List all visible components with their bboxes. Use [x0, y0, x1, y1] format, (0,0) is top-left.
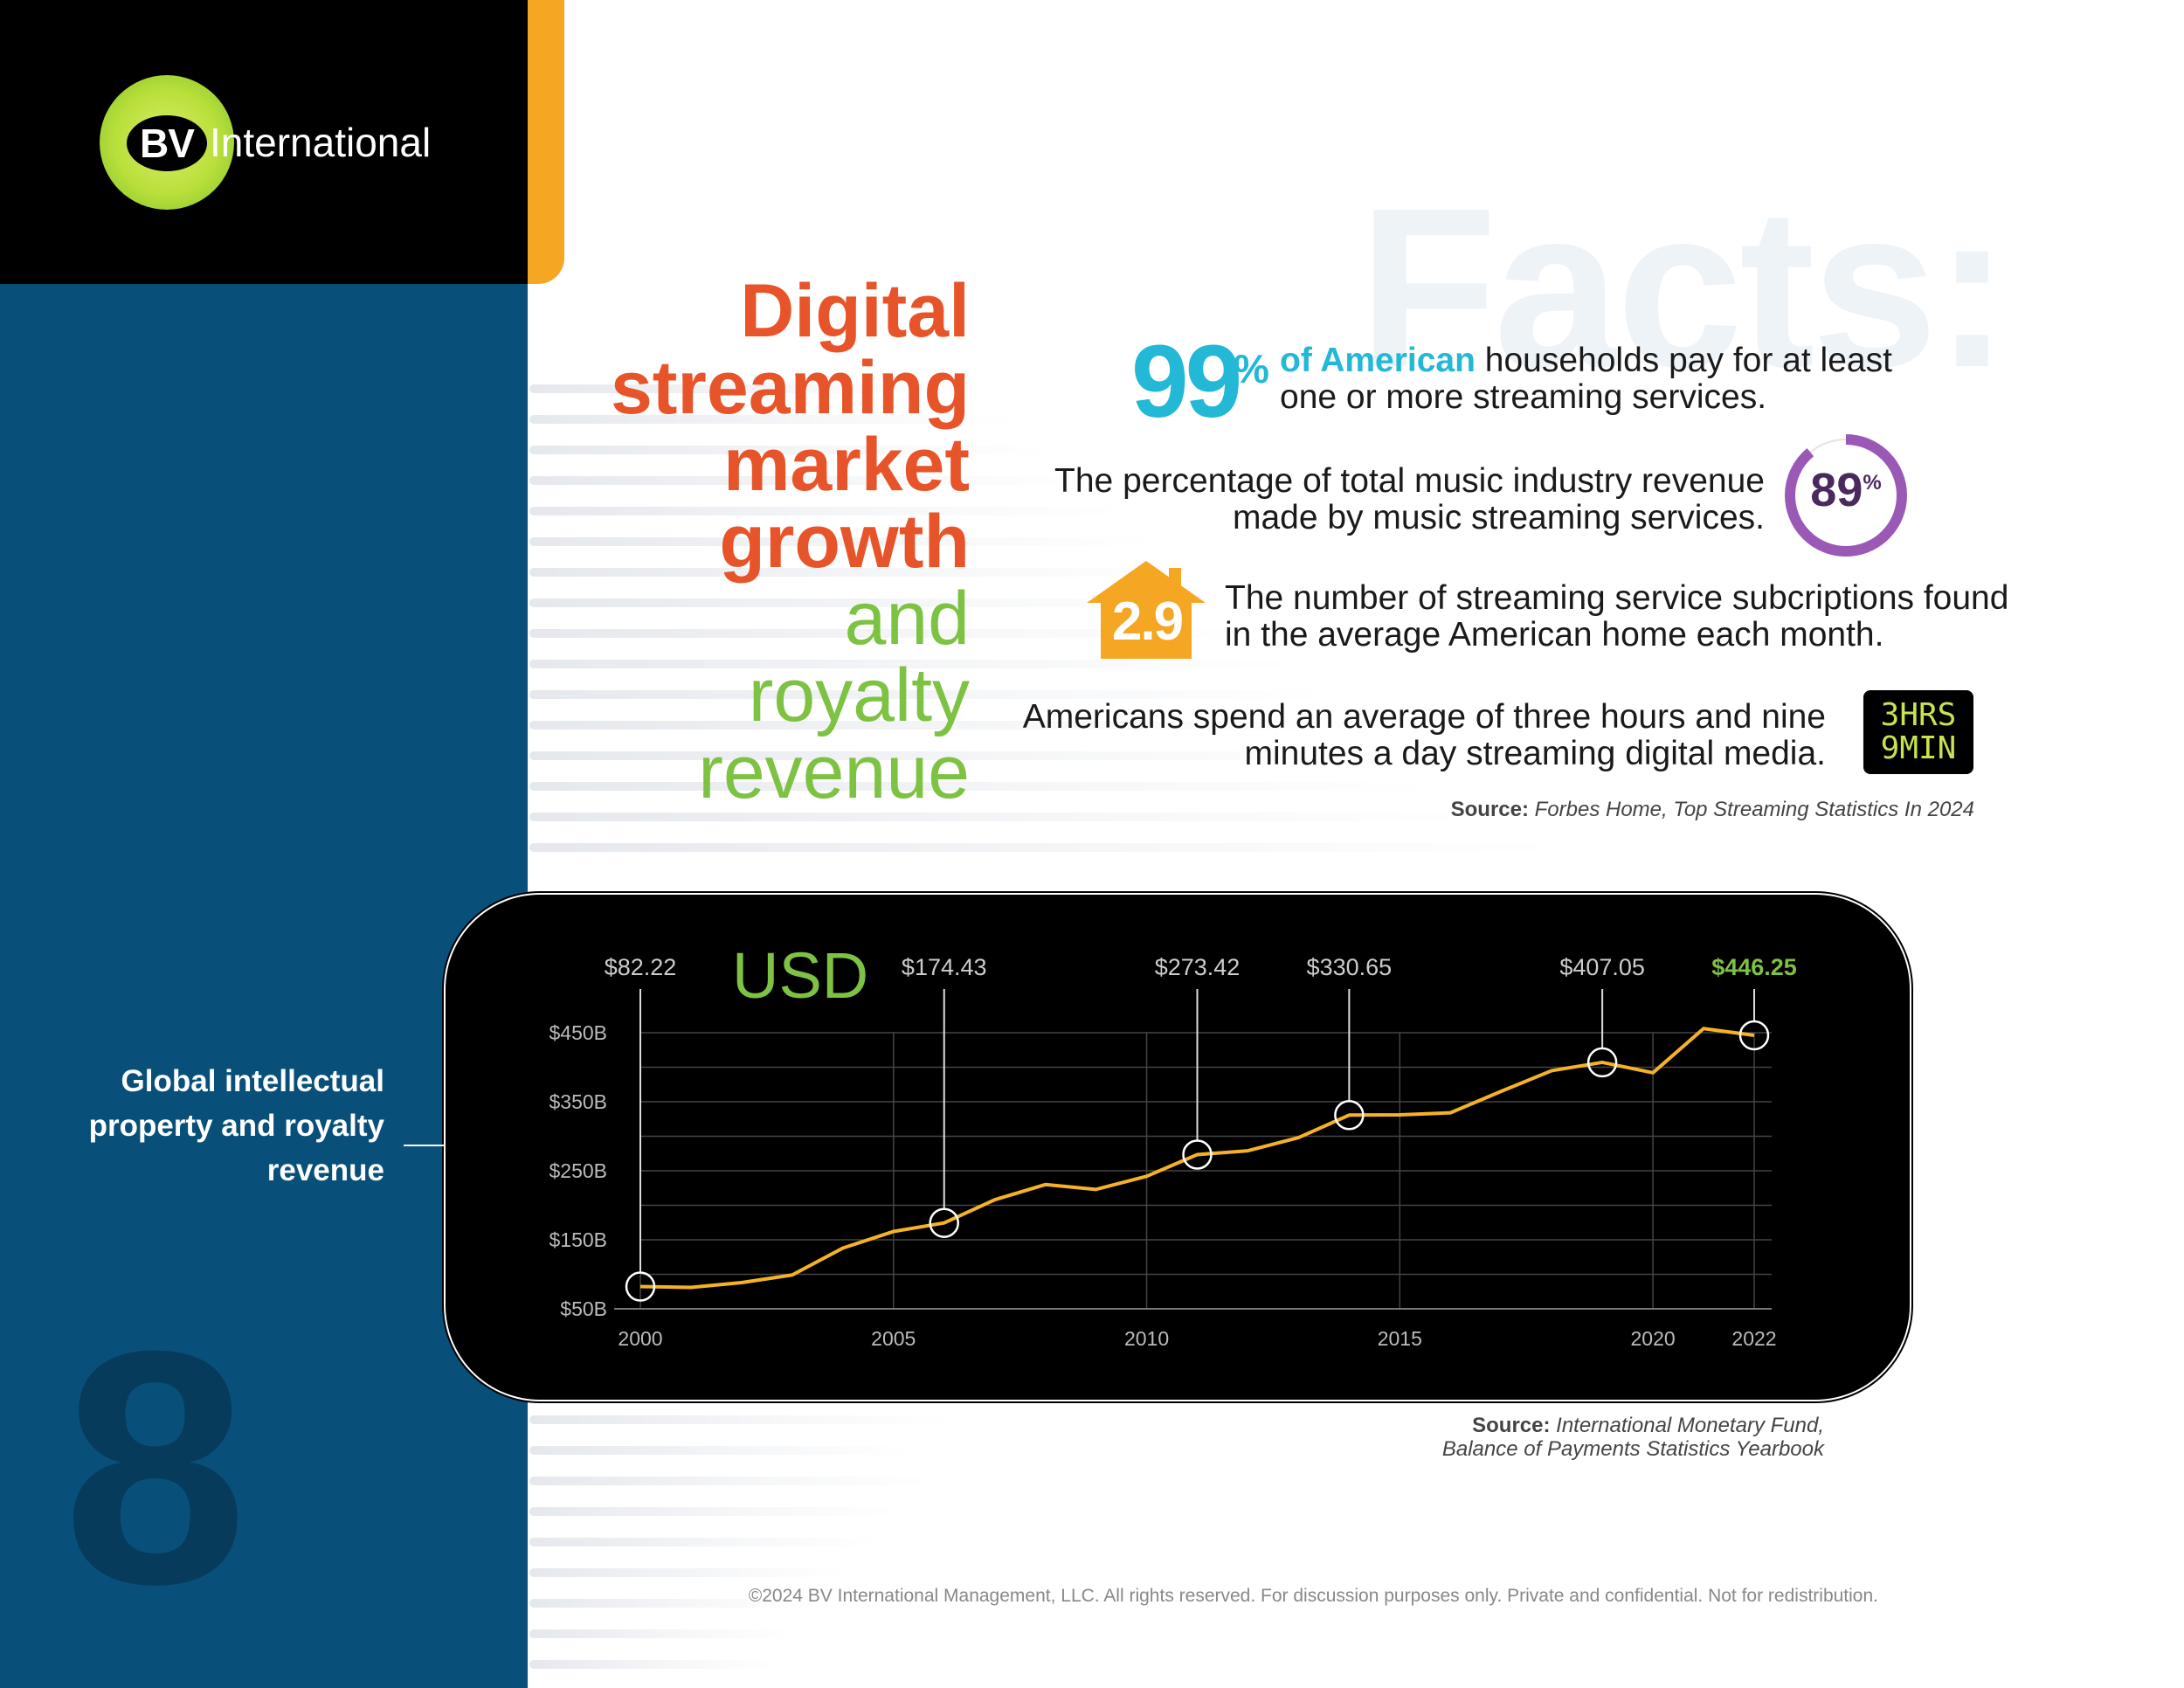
decorative-stripe — [529, 1629, 791, 1638]
chart-panel — [444, 893, 1911, 1401]
y-tick-label: $50B — [560, 1297, 607, 1320]
fact1-value: 99 — [1131, 324, 1242, 439]
decorative-stripe — [529, 1568, 844, 1577]
donut-ring-icon — [1785, 434, 1907, 557]
headline-line: streaming — [610, 346, 970, 430]
callout-label: $330.65 — [1307, 954, 1393, 980]
clock-minutes: 9MIN — [1880, 730, 1957, 766]
decorative-stripe — [529, 1507, 896, 1516]
page-number: 8 — [63, 1282, 248, 1653]
decorative-stripe — [529, 1660, 774, 1669]
fact4-text: Americans spend an average of three hour… — [1022, 698, 1826, 772]
digital-clock-icon: 3HRS 9MIN — [1863, 690, 1973, 774]
fact1-text: of American households pay for at least … — [1280, 342, 1944, 416]
revenue-line-chart: $50B $150B $250B $350B $450B 2000 2005 2010 2015… — [549, 939, 1797, 1350]
callout-label: $82.22 — [605, 954, 677, 980]
x-tick-label: 2005 — [871, 1327, 916, 1350]
facts-watermark: Facts: — [1358, 162, 2010, 415]
footer-copyright: ©2024 BV International Management, LLC. … — [748, 1586, 1878, 1606]
headline-line: and — [844, 577, 971, 661]
x-tick-label: 2020 — [1631, 1327, 1676, 1350]
fact2-unit: % — [1863, 471, 1882, 495]
callout-label: $174.43 — [902, 954, 987, 980]
fact3-value: 2.9 — [1111, 591, 1184, 652]
decorative-stripe — [529, 384, 984, 393]
decorative-stripe — [529, 537, 1158, 546]
x-tick-label: 2022 — [1731, 1327, 1776, 1350]
decorative-stripe — [529, 629, 1263, 638]
y-tick-label: $150B — [549, 1228, 607, 1251]
x-tick-label: 2010 — [1124, 1327, 1169, 1350]
facts-source: Source: Forbes Home, Top Streaming Stati… — [1206, 798, 1974, 822]
decorative-stripe — [529, 415, 1019, 424]
logo-name: International — [210, 120, 432, 165]
chart-unit-label: USD — [732, 939, 868, 1012]
decorative-stripe — [529, 660, 1298, 668]
y-tick-label: $250B — [549, 1159, 607, 1182]
data-point-marker — [1586, 1047, 1618, 1078]
headline-line: growth — [719, 500, 970, 584]
y-tick-label: $450B — [549, 1021, 607, 1044]
chart-source-line1: International Monetary Fund, — [1550, 1414, 1824, 1437]
fact1-body: households pay for at least one or more … — [1280, 342, 1892, 416]
headline-line: market — [722, 423, 970, 507]
data-point-marker — [625, 1271, 656, 1302]
fact1-highlight: of American — [1280, 342, 1476, 379]
decorative-stripe — [529, 507, 1123, 515]
callout-label: $273.42 — [1155, 954, 1241, 980]
logo-initials: BV — [127, 115, 207, 171]
headline-line: revenue — [698, 730, 970, 814]
chart-source: Source: International Monetary Fund, Bal… — [1310, 1414, 1824, 1461]
decorative-stripe — [529, 1477, 931, 1485]
decorative-stripe — [529, 1599, 809, 1608]
decorative-stripe — [529, 721, 1368, 730]
data-point-marker — [1334, 1100, 1365, 1131]
data-point-marker — [1182, 1139, 1213, 1170]
headline-line: royalty — [748, 654, 970, 737]
logo-block — [0, 0, 528, 284]
decorative-stripe — [529, 690, 1333, 699]
decorative-stripe — [529, 843, 1560, 852]
headline: Digital streaming market growth and roya… — [542, 273, 970, 811]
headline-line: Digital — [740, 269, 970, 353]
chart-side-label: Global intellectual property and royalty… — [88, 1064, 384, 1187]
chart-label-connector — [404, 1145, 446, 1146]
fact2-value: 89% — [1782, 463, 1910, 517]
decorative-stripe — [529, 1538, 879, 1546]
decorative-stripe — [529, 446, 1054, 454]
source-label: Source: — [1450, 798, 1529, 821]
fact3-text: The number of streaming service subcript… — [1225, 579, 2009, 654]
decorative-stripe — [529, 598, 1228, 607]
decorative-stripe — [529, 1446, 914, 1455]
x-tick-label: 2000 — [618, 1327, 662, 1350]
source-text: Forbes Home, Top Streaming Statistics In… — [1528, 798, 1974, 821]
fact1-unit: % — [1234, 346, 1269, 391]
decorative-stripe — [529, 568, 1193, 577]
fact2-number: 89 — [1810, 464, 1863, 516]
clock-hours: 3HRS — [1880, 697, 1957, 733]
y-tick-label: $350B — [549, 1090, 607, 1113]
series-line — [639, 1027, 1755, 1290]
orange-accent-tab — [528, 0, 564, 284]
decorative-stripe — [529, 782, 1438, 791]
data-point-marker — [929, 1207, 959, 1238]
chart-source-line2: Balance of Payments Statistics Yearbook — [1441, 1437, 1824, 1461]
fact2-text: The percentage of total music industry r… — [1054, 462, 1765, 536]
decorative-stripe — [529, 1415, 949, 1424]
house-icon — [1087, 561, 1206, 659]
data-point-marker — [1738, 1020, 1770, 1051]
callout-label: $446.25 — [1711, 954, 1797, 980]
decorative-stripe — [529, 751, 1403, 760]
decorative-stripe — [529, 476, 1089, 485]
chart-source-label: Source: — [1472, 1414, 1551, 1437]
decorative-stripe — [529, 813, 1473, 821]
x-tick-label: 2015 — [1378, 1327, 1422, 1350]
callout-label: $407.05 — [1559, 954, 1645, 980]
